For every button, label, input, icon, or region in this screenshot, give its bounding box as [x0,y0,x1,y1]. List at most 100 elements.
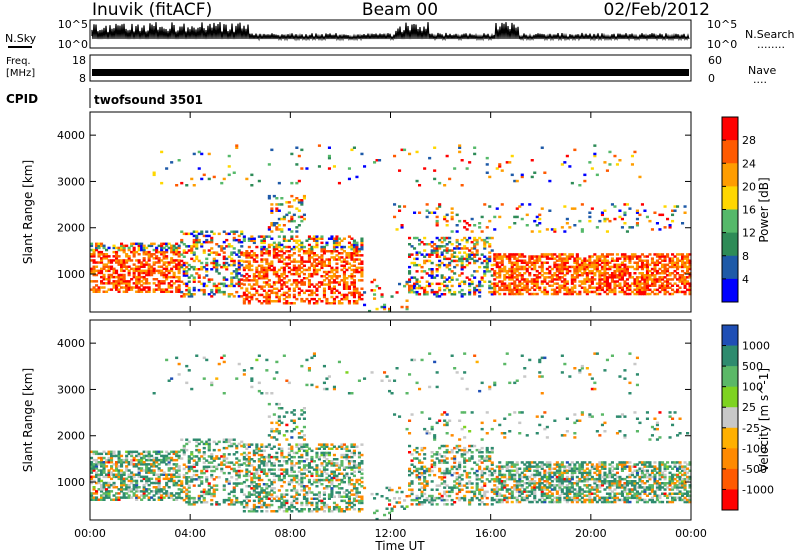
echo-cell [167,271,171,275]
echo-cell [388,379,392,382]
echo-cell [510,274,514,277]
echo-cell [297,443,301,446]
echo-cell [352,499,356,503]
echo-cell [237,238,241,242]
echo-cell [553,292,557,296]
echo-cell [330,256,334,259]
echo-cell [277,258,281,261]
echo-cell [165,248,169,252]
echo-cell [177,467,181,470]
echo-cell [595,255,599,258]
echo-cell [190,274,194,277]
echo-cell [678,280,682,283]
echo-cell [415,293,419,296]
echo-cell [235,451,239,454]
echo-cell [640,276,644,279]
echo-cell [177,284,181,287]
echo-cell [625,267,629,271]
echo-cell [292,281,296,284]
echo-cell [100,253,104,256]
echo-cell [300,468,304,471]
echo-cell [222,247,226,250]
echo-cell [270,468,274,471]
echo-cell [688,274,692,277]
echo-cell [120,261,124,264]
echo-cell [97,498,101,501]
echo-cell [207,444,211,448]
echo-cell [212,265,216,269]
echo-cell [498,272,502,275]
echo-cell [172,458,176,462]
echo-cell [295,489,299,492]
echo-cell [495,261,499,264]
echo-cell [230,230,234,233]
echo-cell [533,280,537,283]
echo-cell [250,279,254,282]
echo-cell [352,487,356,490]
echo-cell [513,272,517,275]
echo-cell [357,293,361,297]
echo-cell [267,505,271,509]
echo-cell [332,281,336,284]
echo-cell [167,246,171,250]
echo-cell [142,286,146,289]
echo-cell [200,245,204,248]
echo-cell [438,263,442,267]
echo-cell [345,493,349,496]
echo-cell [125,483,129,487]
echo-cell [260,287,264,290]
echo-cell [202,173,206,177]
echo-cell [237,362,241,366]
echo-cell [295,197,299,200]
echo-cell [272,241,276,245]
echo-cell [585,267,589,271]
echo-cell [292,495,296,498]
echo-cell [210,230,214,233]
echo-cell [468,257,472,261]
echo-cell [347,466,351,469]
echo-cell [357,491,361,494]
echo-cell [207,442,211,446]
echo-cell [162,280,166,283]
echo-cell [535,276,539,279]
echo-cell [185,501,189,504]
echo-cell [257,464,261,467]
echo-cell [295,226,299,229]
echo-cell [192,438,196,441]
echo-cell [337,256,341,259]
echo-cell [120,263,124,266]
echo-cell [340,445,344,448]
echo-cell [538,265,542,269]
echo-cell [115,486,119,489]
echo-cell [297,436,301,439]
echo-cell [302,497,306,500]
echo-cell [225,232,229,236]
echo-cell [165,288,169,291]
echo-cell [162,456,166,460]
echo-cell [510,269,514,273]
echo-cell [513,222,517,225]
echo-cell [287,256,291,259]
echo-cell [352,483,356,486]
echo-cell [102,488,106,491]
echo-cell [305,167,309,170]
echo-cell [135,290,139,293]
echo-cell [493,288,497,292]
echo-cell [663,255,667,258]
echo-cell [267,235,271,238]
echo-cell [633,272,637,275]
echo-cell [545,290,549,294]
echo-cell [322,468,326,471]
echo-cell [182,282,186,286]
echo-cell [200,261,204,265]
echo-cell [295,491,299,494]
power-colorbar-label: Power [dB] [757,177,771,242]
echo-cell [260,235,264,238]
echo-cell [408,270,412,273]
echo-cell [192,234,196,238]
echo-cell [277,423,281,427]
echo-cell [95,242,99,246]
echo-cell [267,302,271,305]
echo-cell [237,261,241,265]
echo-cell [588,278,592,281]
